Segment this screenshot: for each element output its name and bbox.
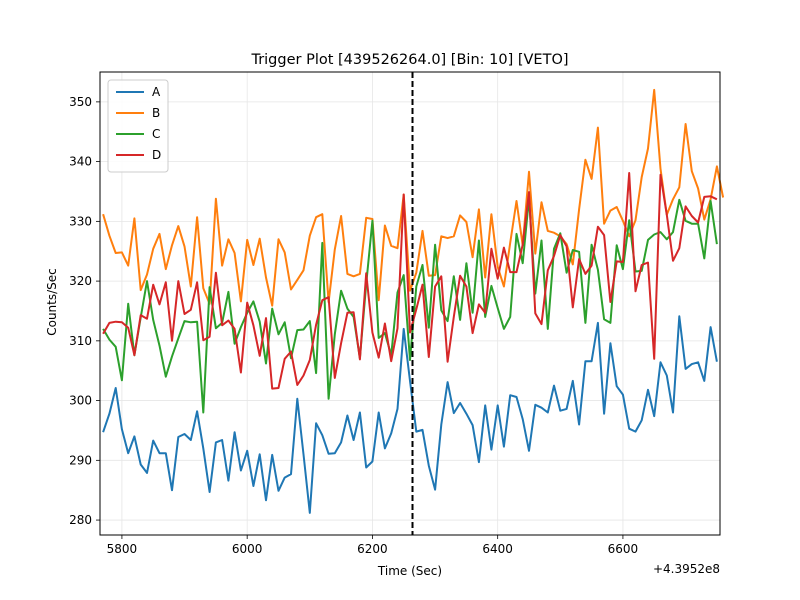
legend-label-a: A xyxy=(152,85,161,99)
y-tick-label: 280 xyxy=(69,513,92,527)
x-tick-label: 6600 xyxy=(608,542,639,556)
x-axis-title: Time (Sec) xyxy=(377,564,442,578)
y-tick-label: 300 xyxy=(69,394,92,408)
y-tick-label: 350 xyxy=(69,95,92,109)
y-tick-label: 310 xyxy=(69,334,92,348)
plot-frame xyxy=(99,71,721,536)
y-tick-label: 320 xyxy=(69,274,92,288)
legend-label-b: B xyxy=(152,106,160,120)
series-line-a xyxy=(102,315,718,514)
y-tick-label: 290 xyxy=(69,453,92,467)
y-tick-label: 330 xyxy=(69,214,92,228)
legend-box xyxy=(107,79,169,173)
x-tick-label: 6400 xyxy=(482,542,513,556)
chart-title: Trigger Plot [439526264.0] [Bin: 10] [VE… xyxy=(250,52,568,68)
y-tick-label: 340 xyxy=(69,155,92,169)
x-tick-label: 6200 xyxy=(357,542,388,556)
x-axis-offset-label: +4.3952e8 xyxy=(653,562,720,576)
legend-label-c: C xyxy=(152,127,160,141)
axis-ticks: 5800 6000 6200 6400 6600 280 290 300 310 320 330 34… xyxy=(69,95,638,556)
legend-label-d: D xyxy=(152,148,161,162)
x-tick-label: 5800 xyxy=(107,542,138,556)
x-tick-label: 6000 xyxy=(232,542,263,556)
series-line-d xyxy=(102,172,718,390)
y-axis-title: Counts/Sec xyxy=(45,268,59,336)
